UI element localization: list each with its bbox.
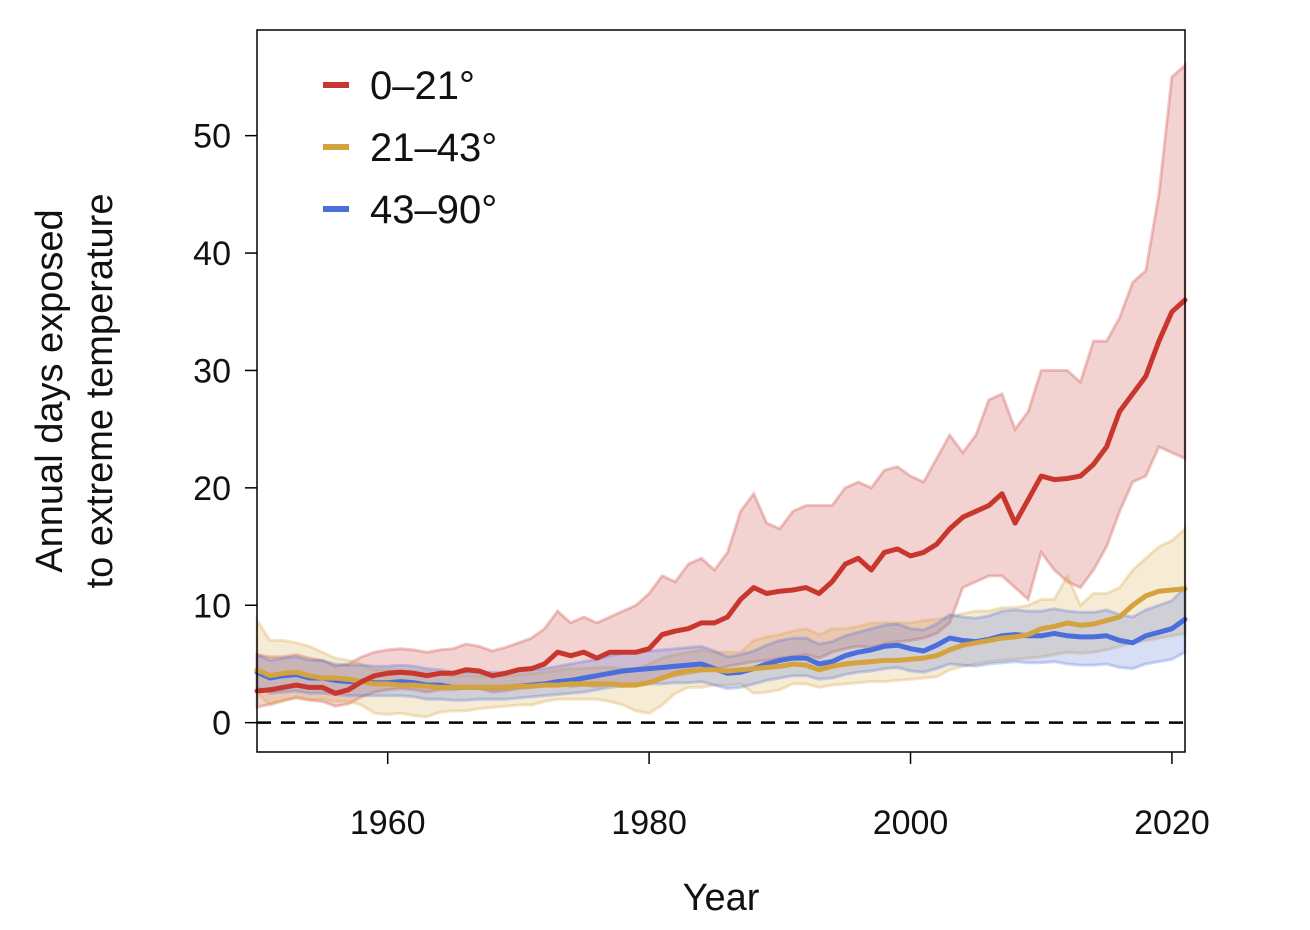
x-tick-label: 1960 [350, 804, 426, 842]
line-0-21 [254, 297, 1188, 696]
x-axis: 1960 1980 2000 2020 [350, 752, 1210, 842]
legend-label-43-90: 43–90° [370, 188, 497, 232]
y-axis: 0 10 20 30 40 50 [193, 118, 257, 743]
y-axis-title-line-2: to extreme temperature [79, 194, 121, 589]
legend: 0–21° 21–43° 43–90° [323, 64, 497, 232]
y-tick-label: 0 [212, 705, 231, 743]
legend-label-0-21: 0–21° [370, 64, 475, 108]
x-tick-label: 1980 [611, 804, 687, 842]
y-tick-label: 30 [193, 352, 231, 390]
y-tick-label: 20 [193, 470, 231, 508]
y-tick-label: 50 [193, 118, 231, 156]
x-axis-title: Year [683, 877, 760, 919]
y-tick-label: 10 [193, 587, 231, 625]
y-axis-title-line-1: Annual days exposed [29, 209, 71, 572]
legend-label-21-43: 21–43° [370, 126, 497, 170]
series-lines [254, 297, 1188, 696]
x-tick-label: 2020 [1134, 804, 1210, 842]
plot-frame [256, 29, 1186, 753]
line-21-43 [254, 586, 1188, 690]
y-tick-label: 40 [193, 235, 231, 273]
x-tick-label: 2000 [873, 804, 949, 842]
